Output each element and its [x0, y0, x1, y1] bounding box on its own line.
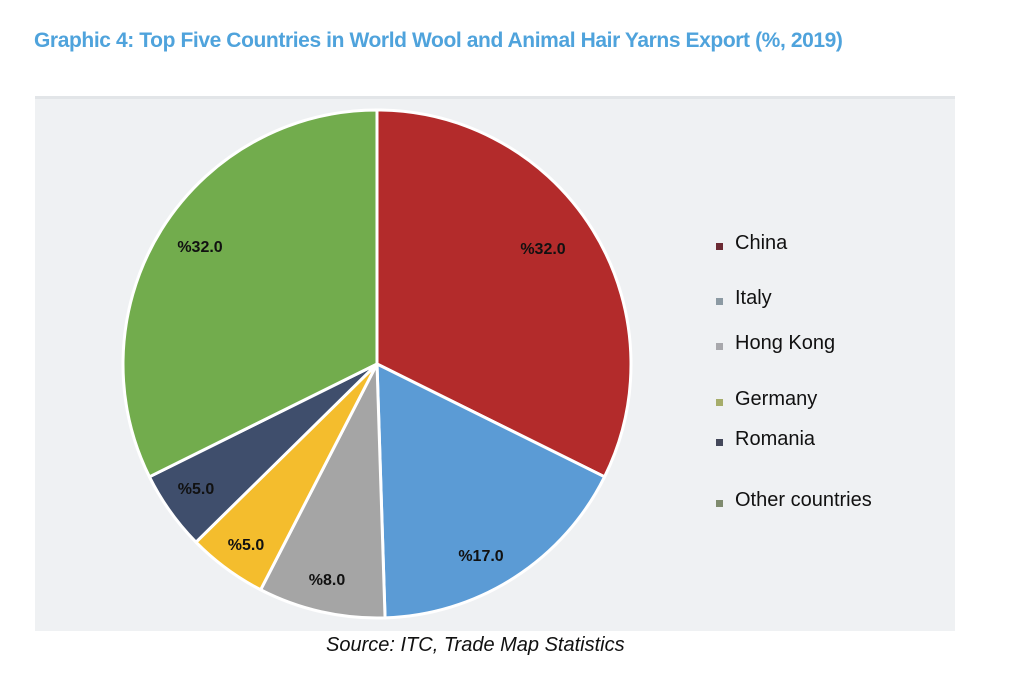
legend-item-china: China: [716, 232, 787, 255]
legend-label: China: [735, 232, 788, 254]
legend-swatch-icon: [716, 343, 723, 350]
data-label-romania: %5.0: [178, 481, 215, 498]
source-note: Source: ITC, Trade Map Statistics: [326, 634, 625, 656]
legend-item-germany: Germany: [716, 388, 817, 411]
pie-labels: %32.0 %17.0 %8.0 %5.0 %5.0 %32.0: [177, 239, 565, 589]
pie-slices: [121, 108, 633, 620]
legend-label: Romania: [735, 428, 816, 450]
legend-item-other-countries: Other countries: [716, 489, 872, 512]
pie-slice-hong-kong: [259, 362, 387, 620]
chart-title: Graphic 4: Top Five Countries in World W…: [34, 29, 843, 52]
pie-slice-italy: [375, 362, 607, 620]
legend-label: Germany: [735, 388, 818, 410]
legend-swatch-icon: [716, 439, 723, 446]
legend-item-italy: Italy: [716, 287, 772, 310]
pie-slice-other-countries: [121, 108, 379, 479]
data-label-china: %32.0: [520, 241, 565, 258]
legend-label: Other countries: [735, 489, 872, 511]
legend-swatch-icon: [716, 243, 723, 250]
pie-slice-china: [375, 108, 633, 479]
legend-swatch-icon: [716, 399, 723, 406]
legend-label: Italy: [735, 287, 772, 309]
legend-item-hong-kong: Hong Kong: [716, 332, 835, 355]
legend-swatch-icon: [716, 500, 723, 507]
data-label-other-countries: %32.0: [177, 239, 222, 256]
legend-item-romania: Romania: [716, 428, 815, 451]
data-label-hong-kong: %8.0: [309, 572, 346, 589]
data-label-germany: %5.0: [228, 537, 265, 554]
data-label-italy: %17.0: [458, 548, 503, 565]
legend-label: Hong Kong: [735, 332, 836, 354]
legend-swatch-icon: [716, 298, 723, 305]
